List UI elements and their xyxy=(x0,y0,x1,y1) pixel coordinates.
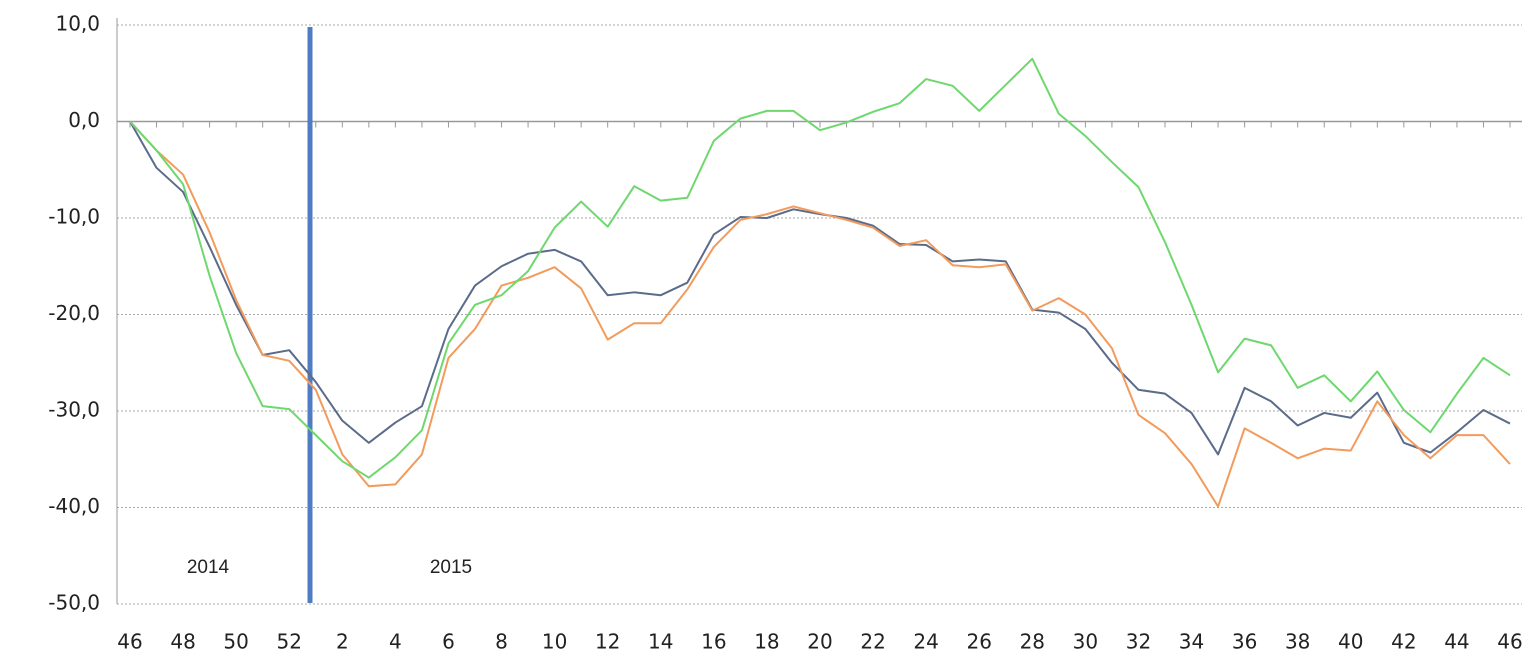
annotation: 2014 xyxy=(187,557,230,578)
x-tick-label: 24 xyxy=(913,630,938,654)
x-tick-label: 38 xyxy=(1285,630,1310,654)
x-tick-label: 34 xyxy=(1179,630,1204,654)
y-tick-label: -30,0 xyxy=(48,398,100,422)
x-tick-label: 30 xyxy=(1073,630,1098,654)
x-tick-label: 16 xyxy=(701,630,726,654)
x-tick-label: 22 xyxy=(860,630,885,654)
x-tick-label: 20 xyxy=(807,630,832,654)
y-tick-label: -50,0 xyxy=(48,591,100,615)
x-tick-label: 48 xyxy=(170,630,195,654)
x-tick-label: 2 xyxy=(336,630,349,654)
x-tick-label: 36 xyxy=(1232,630,1257,654)
y-tick-label: -40,0 xyxy=(48,494,100,518)
x-tick-label: 40 xyxy=(1338,630,1363,654)
data-line xyxy=(129,57,1511,479)
annotation: 2015 xyxy=(430,557,472,578)
x-tick-label: 4 xyxy=(389,630,402,654)
x-tick-label: 46 xyxy=(1497,630,1522,654)
x-tick-label: 32 xyxy=(1126,630,1151,654)
x-tick-label: 44 xyxy=(1444,630,1469,654)
y-tick-label: 10,0 xyxy=(55,12,100,36)
y-tick-label: -10,0 xyxy=(48,205,100,229)
x-tick-label: 10 xyxy=(542,630,567,654)
y-tick-label: 0,0 xyxy=(68,108,100,132)
x-tick-label: 18 xyxy=(754,630,779,654)
x-tick-label: 42 xyxy=(1391,630,1416,654)
x-tick-label: 14 xyxy=(648,630,673,654)
x-tick-label: 52 xyxy=(277,630,302,654)
data-line xyxy=(129,120,1511,508)
x-tick-label: 28 xyxy=(1020,630,1045,654)
x-tick-label: 46 xyxy=(117,630,142,654)
x-tick-label: 12 xyxy=(595,630,620,654)
x-tick-label: 50 xyxy=(223,630,248,654)
x-tick-label: 8 xyxy=(495,630,508,654)
x-tick-label: 26 xyxy=(967,630,992,654)
x-tick-label: 6 xyxy=(442,630,455,654)
y-tick-label: -20,0 xyxy=(48,301,100,325)
data-line xyxy=(129,121,1511,456)
